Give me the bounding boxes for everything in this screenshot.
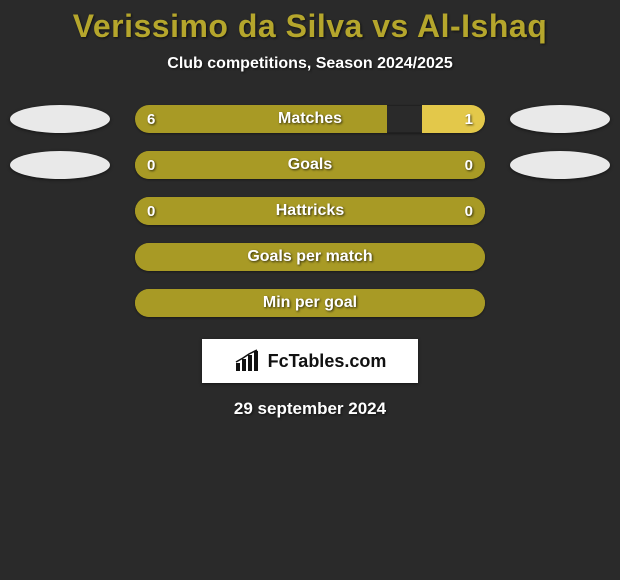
bar-segment-left [135,289,485,317]
stat-rows: 6 Matches 1 0 Goals 0 0 [0,105,620,317]
stat-row-goals-per-match: Goals per match [0,243,620,271]
comparison-subtitle: Club competitions, Season 2024/2025 [0,55,620,73]
stat-row-hattricks: 0 Hattricks 0 [0,197,620,225]
stat-row-matches: 6 Matches 1 [0,105,620,133]
team-pill-left [10,151,110,179]
bar-segment-left [135,105,387,133]
infographic-root: Verissimo da Silva vs Al-Ishaq Club comp… [0,0,620,580]
bar-segment-left [135,151,485,179]
snapshot-date: 29 september 2024 [0,399,620,419]
team-pill-right [510,105,610,133]
brand-text: FcTables.com [268,351,387,372]
bar-track: 0 Goals 0 [135,151,485,179]
comparison-title: Verissimo da Silva vs Al-Ishaq [0,0,620,45]
stat-row-min-per-goal: Min per goal [0,289,620,317]
team-pill-left [10,105,110,133]
bar-chart-icon [234,349,262,373]
stat-row-goals: 0 Goals 0 [0,151,620,179]
bar-track: Goals per match [135,243,485,271]
bar-track: 0 Hattricks 0 [135,197,485,225]
brand-box: FcTables.com [202,339,418,383]
bar-segment-right [422,105,485,133]
bar-segment-left [135,197,485,225]
bar-segment-left [135,243,485,271]
bar-track: 6 Matches 1 [135,105,485,133]
bar-track: Min per goal [135,289,485,317]
team-pill-right [510,151,610,179]
